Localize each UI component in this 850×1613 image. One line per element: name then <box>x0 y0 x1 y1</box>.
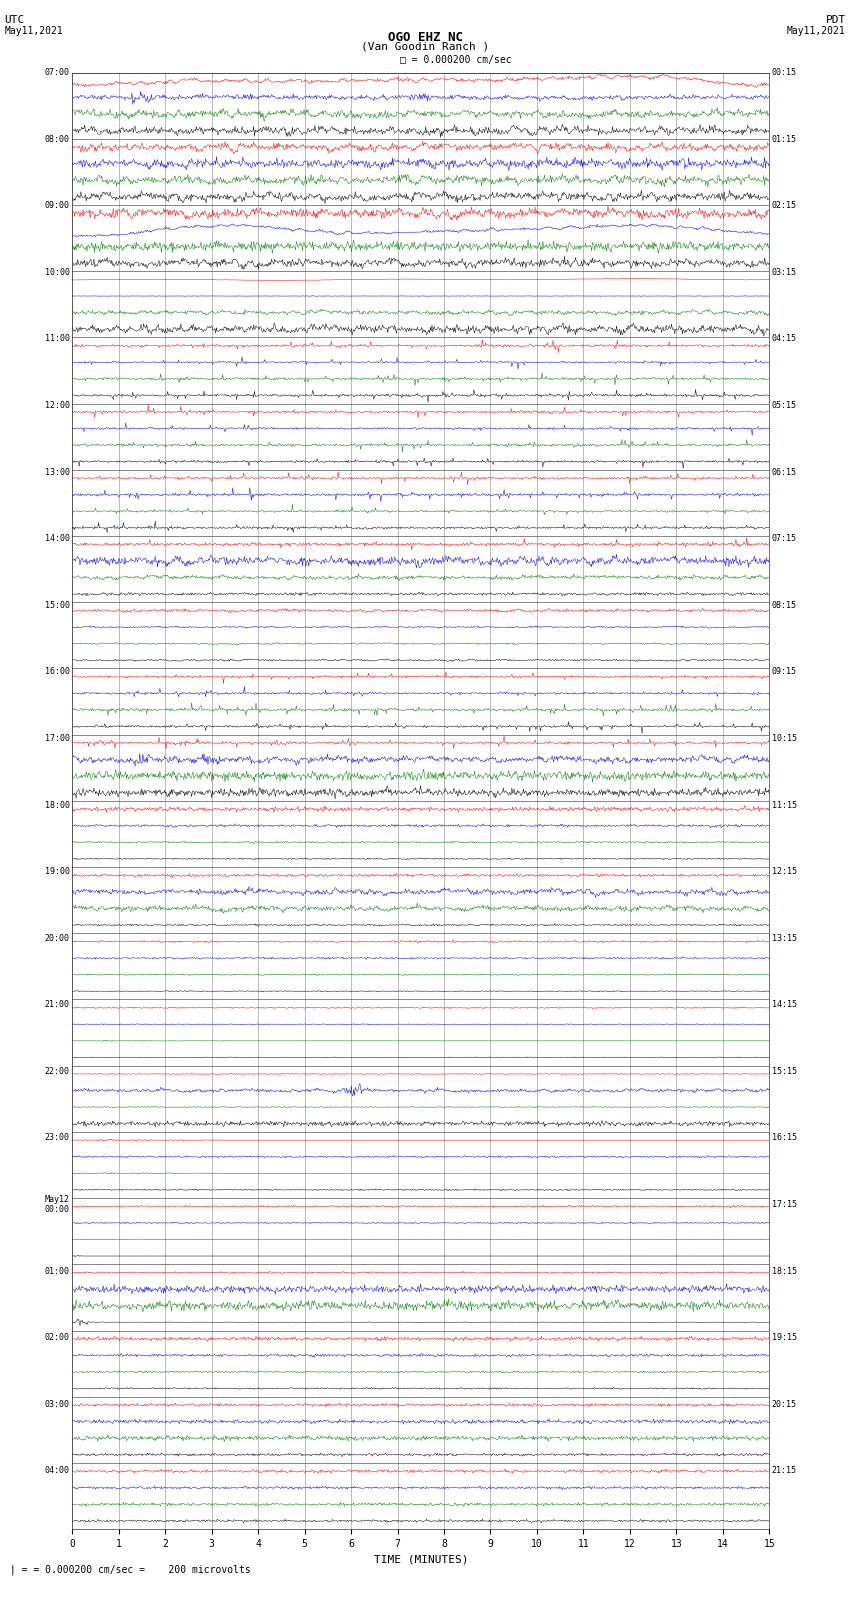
Text: 12:15: 12:15 <box>772 868 796 876</box>
Text: 14:15: 14:15 <box>772 1000 796 1010</box>
Text: May11,2021: May11,2021 <box>4 26 63 35</box>
Text: 07:00: 07:00 <box>45 68 70 77</box>
Text: 19:15: 19:15 <box>772 1334 796 1342</box>
Text: 12:00: 12:00 <box>45 402 70 410</box>
Text: 18:15: 18:15 <box>772 1266 796 1276</box>
Text: May11,2021: May11,2021 <box>787 26 846 35</box>
Text: PDT: PDT <box>825 15 846 24</box>
Text: 16:15: 16:15 <box>772 1134 796 1142</box>
Text: May12
00:00: May12 00:00 <box>45 1195 70 1215</box>
Text: 21:00: 21:00 <box>45 1000 70 1010</box>
Text: 00:15: 00:15 <box>772 68 796 77</box>
Text: 19:00: 19:00 <box>45 868 70 876</box>
Text: 23:00: 23:00 <box>45 1134 70 1142</box>
Text: 07:15: 07:15 <box>772 534 796 544</box>
Text: 04:15: 04:15 <box>772 334 796 344</box>
Text: 02:15: 02:15 <box>772 202 796 210</box>
Text: 08:15: 08:15 <box>772 600 796 610</box>
Text: 09:15: 09:15 <box>772 668 796 676</box>
Text: 13:00: 13:00 <box>45 468 70 476</box>
Text: | = = 0.000200 cm/sec =    200 microvolts: | = = 0.000200 cm/sec = 200 microvolts <box>4 1565 251 1576</box>
Text: 21:15: 21:15 <box>772 1466 796 1476</box>
Text: 16:00: 16:00 <box>45 668 70 676</box>
Text: 01:00: 01:00 <box>45 1266 70 1276</box>
Text: 08:00: 08:00 <box>45 134 70 144</box>
Text: 20:15: 20:15 <box>772 1400 796 1408</box>
Text: 03:15: 03:15 <box>772 268 796 277</box>
Text: 06:15: 06:15 <box>772 468 796 476</box>
Text: 05:15: 05:15 <box>772 402 796 410</box>
Text: 15:00: 15:00 <box>45 600 70 610</box>
Text: □ = 0.000200 cm/sec: □ = 0.000200 cm/sec <box>400 55 511 65</box>
Text: 14:00: 14:00 <box>45 534 70 544</box>
X-axis label: TIME (MINUTES): TIME (MINUTES) <box>373 1555 468 1565</box>
Text: 15:15: 15:15 <box>772 1066 796 1076</box>
Text: 13:15: 13:15 <box>772 934 796 942</box>
Text: 10:00: 10:00 <box>45 268 70 277</box>
Text: (Van Goodin Ranch ): (Van Goodin Ranch ) <box>361 42 489 52</box>
Text: 09:00: 09:00 <box>45 202 70 210</box>
Text: 03:00: 03:00 <box>45 1400 70 1408</box>
Text: 11:15: 11:15 <box>772 800 796 810</box>
Text: UTC: UTC <box>4 15 25 24</box>
Text: 22:00: 22:00 <box>45 1066 70 1076</box>
Text: 04:00: 04:00 <box>45 1466 70 1476</box>
Text: 18:00: 18:00 <box>45 800 70 810</box>
Text: 20:00: 20:00 <box>45 934 70 942</box>
Text: 17:15: 17:15 <box>772 1200 796 1210</box>
Text: 17:00: 17:00 <box>45 734 70 744</box>
Text: 02:00: 02:00 <box>45 1334 70 1342</box>
Text: 10:15: 10:15 <box>772 734 796 744</box>
Text: 01:15: 01:15 <box>772 134 796 144</box>
Text: OGO EHZ NC: OGO EHZ NC <box>388 31 462 44</box>
Text: 11:00: 11:00 <box>45 334 70 344</box>
